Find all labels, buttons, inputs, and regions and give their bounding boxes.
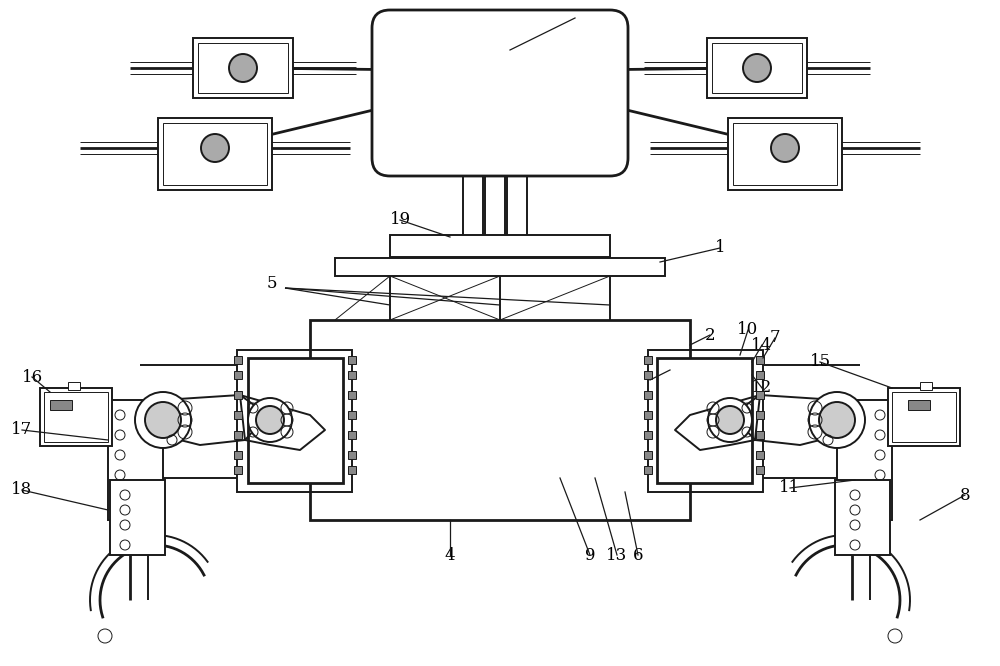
Bar [835,480,890,555]
Bar [335,258,665,276]
Text: 17: 17 [11,422,33,438]
Bar [193,38,293,98]
Bar [234,411,242,419]
Bar [756,411,764,419]
Text: 11: 11 [779,480,801,496]
Bar [163,123,267,185]
Bar [234,451,242,459]
Bar [348,411,356,419]
Text: 10: 10 [737,322,759,338]
Bar [108,400,163,520]
Bar [248,358,343,483]
Bar [644,466,652,474]
Bar [234,371,242,379]
Bar [657,358,752,483]
Bar [644,451,652,459]
Bar [920,382,932,390]
Bar [837,400,892,520]
Bar [50,400,72,410]
Text: 14: 14 [751,336,773,354]
Text: 9: 9 [585,547,595,563]
Bar [707,38,807,98]
Bar [158,118,272,190]
Bar [756,356,764,364]
Bar [756,431,764,439]
Bar [644,371,652,379]
Polygon shape [240,395,325,450]
Bar [348,431,356,439]
Bar [463,158,483,238]
Bar [237,350,352,492]
Bar [648,350,763,492]
Bar [348,356,356,364]
Circle shape [708,398,752,442]
Text: 20: 20 [564,9,586,27]
Bar [310,320,690,520]
Text: 5: 5 [267,274,277,292]
Polygon shape [675,395,760,450]
Bar [234,391,242,399]
Bar [644,356,652,364]
Bar [198,43,288,93]
Circle shape [229,54,257,82]
Bar [733,123,837,185]
Bar [908,400,930,410]
Bar [68,382,80,390]
Polygon shape [732,395,840,445]
Text: 3: 3 [665,362,675,378]
Text: 19: 19 [389,212,411,228]
Text: 2: 2 [705,326,715,344]
Circle shape [135,392,191,448]
Text: 15: 15 [809,354,831,370]
Circle shape [248,398,292,442]
Bar [644,391,652,399]
Polygon shape [160,395,268,445]
Bar [234,431,242,439]
Bar [644,431,652,439]
Bar [644,411,652,419]
Bar [756,451,764,459]
Bar [110,480,165,555]
Text: 8: 8 [960,486,970,503]
Text: 1: 1 [715,240,725,256]
Text: 7: 7 [770,330,780,346]
Circle shape [201,134,229,162]
Bar [234,466,242,474]
Circle shape [716,406,744,434]
Circle shape [771,134,799,162]
Bar [728,118,842,190]
Circle shape [809,392,865,448]
Bar [892,392,956,442]
Bar [348,371,356,379]
Bar [888,388,960,446]
Text: 18: 18 [11,482,33,498]
Bar [390,235,610,257]
Circle shape [743,54,771,82]
Circle shape [819,402,855,438]
Bar [756,371,764,379]
Bar [507,158,527,238]
Text: 13: 13 [606,547,628,563]
Bar [348,391,356,399]
Bar [348,451,356,459]
Bar [234,356,242,364]
Bar [40,388,112,446]
Circle shape [256,406,284,434]
Bar [712,43,802,93]
FancyBboxPatch shape [372,10,628,176]
Bar [756,466,764,474]
Text: 16: 16 [21,368,43,386]
Bar [756,391,764,399]
Bar [348,466,356,474]
Text: 4: 4 [445,547,455,563]
Circle shape [145,402,181,438]
Text: 6: 6 [633,547,643,563]
Text: 12: 12 [751,380,773,396]
Bar [44,392,108,442]
Bar [485,158,505,238]
